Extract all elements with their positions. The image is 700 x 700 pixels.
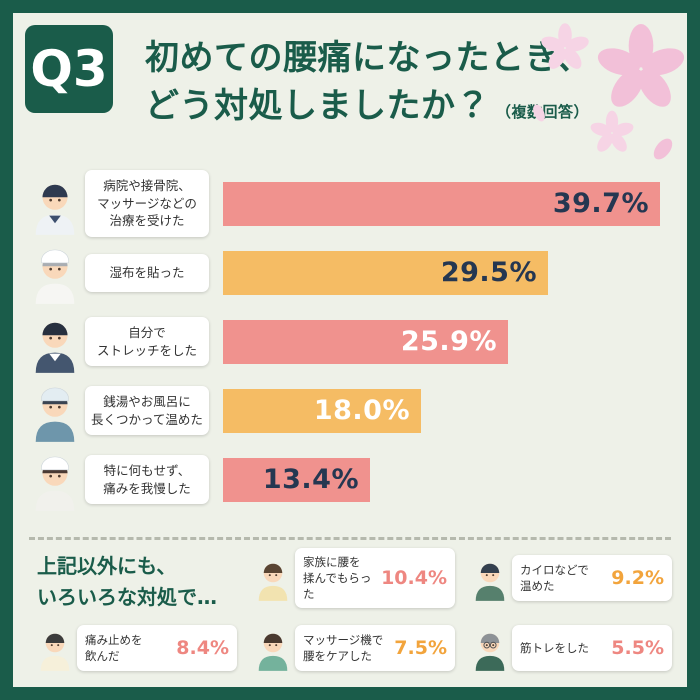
bar-segment: 13.4% bbox=[223, 457, 370, 502]
other-label: カイロなどで 温めた bbox=[520, 562, 589, 593]
other-label-box: マッサージ機で 腰をケアした 7.5% bbox=[295, 625, 455, 671]
bar-category-label: 銭湯やお風呂に 長くつかって温めた bbox=[85, 386, 209, 435]
apron-person-icon bbox=[251, 625, 295, 671]
other-item: カイロなどで 温めた 9.2% bbox=[468, 549, 672, 607]
title-line2-text: どう対処しましたか？ bbox=[145, 85, 490, 126]
bar-value-label: 18.0% bbox=[313, 395, 410, 426]
bar-value-label: 39.7% bbox=[552, 188, 649, 219]
chart-row: 湿布を貼った 29.5% bbox=[25, 238, 677, 307]
other-label: マッサージ機で 腰をケアした bbox=[303, 632, 384, 663]
chart-row: 銭湯やお風呂に 長くつかって温めた 18.0% bbox=[25, 376, 677, 445]
page-title: 初めての腰痛になったとき、 どう対処しましたか？ （複数回答） bbox=[145, 35, 591, 130]
bar-value-label: 25.9% bbox=[400, 326, 497, 357]
bar-segment: 18.0% bbox=[223, 388, 421, 433]
other-label: 痛み止めを 飲んだ bbox=[85, 632, 143, 663]
enduring-woman-icon bbox=[25, 449, 85, 511]
other-item: マッサージ機で 腰をケアした 7.5% bbox=[251, 619, 455, 677]
others-heading: 上記以外にも、 いろいろな対処で… bbox=[37, 551, 217, 613]
other-value-label: 5.5% bbox=[611, 637, 664, 659]
other-label: 筋トレをした bbox=[520, 640, 589, 655]
businessman-icon bbox=[25, 311, 85, 373]
other-label-box: カイロなどで 温めた 9.2% bbox=[512, 555, 672, 601]
other-label-box: 筋トレをした 5.5% bbox=[512, 625, 672, 671]
bar-category-label: 湿布を貼った bbox=[85, 253, 209, 292]
glasses-man-icon bbox=[468, 625, 512, 671]
other-label-box: 痛み止めを 飲んだ 8.4% bbox=[77, 625, 237, 671]
bar-segment: 39.7% bbox=[223, 181, 660, 226]
others-heading-line1: 上記以外にも、 bbox=[37, 554, 177, 578]
bar-category-label: 病院や接骨院、 マッサージなどの 治療を受けた bbox=[85, 170, 209, 237]
chart-row: 自分で ストレッチをした 25.9% bbox=[25, 307, 677, 376]
other-item: 筋トレをした 5.5% bbox=[468, 619, 672, 677]
chart-row: 特に何もせず、 痛みを我慢した 13.4% bbox=[25, 445, 677, 514]
other-label-box: 家族に腰を 揉んでもらった 10.4% bbox=[295, 547, 455, 609]
title-note: （複数回答） bbox=[496, 102, 590, 121]
bar-chart: 病院や接骨院、 マッサージなどの 治療を受けた 39.7% 湿布を貼った 29.5% 自… bbox=[25, 169, 677, 514]
young-woman-icon bbox=[33, 625, 77, 671]
title-line1: 初めての腰痛になったとき、 bbox=[145, 38, 592, 78]
other-value-label: 10.4% bbox=[381, 567, 447, 589]
therapist-woman-icon bbox=[25, 173, 85, 235]
chart-row: 病院や接骨院、 マッサージなどの 治療を受けた 39.7% bbox=[25, 169, 677, 238]
elderly-man-icon bbox=[25, 242, 85, 304]
other-item: 家族に腰を 揉んでもらった 10.4% bbox=[251, 547, 455, 609]
bar-segment: 29.5% bbox=[223, 250, 548, 295]
other-value-label: 8.4% bbox=[176, 637, 229, 659]
bar-category-label: 自分で ストレッチをした bbox=[85, 317, 209, 366]
other-label: 家族に腰を 揉んでもらった bbox=[303, 554, 372, 602]
bar-value-label: 29.5% bbox=[440, 257, 537, 288]
title-line2: どう対処しましたか？ （複数回答） bbox=[145, 83, 591, 131]
question-number-badge: Q3 bbox=[25, 25, 113, 113]
other-value-label: 7.5% bbox=[394, 637, 447, 659]
other-item: 痛み止めを 飲んだ 8.4% bbox=[33, 619, 237, 677]
vest-man-icon bbox=[468, 555, 512, 601]
bar-value-label: 13.4% bbox=[262, 464, 359, 495]
bathing-man-icon bbox=[25, 380, 85, 442]
apron-woman-icon bbox=[251, 555, 295, 601]
bar-segment: 25.9% bbox=[223, 319, 508, 364]
other-value-label: 9.2% bbox=[611, 567, 664, 589]
section-divider bbox=[29, 537, 671, 540]
bar-category-label: 特に何もせず、 痛みを我慢した bbox=[85, 455, 209, 504]
others-heading-line2: いろいろな対処で… bbox=[37, 585, 217, 609]
